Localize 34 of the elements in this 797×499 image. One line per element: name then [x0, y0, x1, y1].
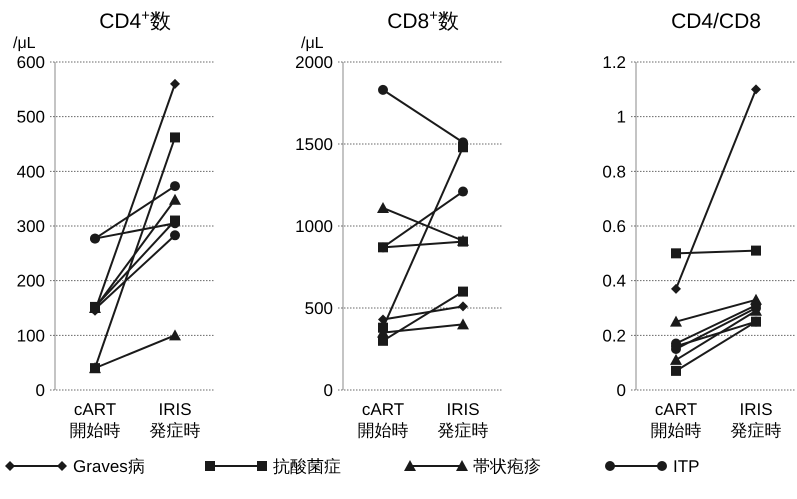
- y-tick-label: 500: [304, 299, 333, 318]
- legend-label: Graves病: [73, 457, 145, 476]
- x-tick-label: IRIS 発症時: [730, 400, 782, 440]
- y-tick-label: 600: [16, 53, 45, 72]
- x-tick-label: cART 開始時: [70, 400, 120, 440]
- x-tick-label: IRIS 発症時: [438, 400, 488, 440]
- y-tick-label: 0: [616, 381, 626, 400]
- y-tick-label: 200: [16, 272, 45, 291]
- y-tick-label: 1500: [295, 135, 333, 154]
- y-axis-title: /μL: [301, 35, 324, 52]
- chart-title: CD4$^{+}$数: [99, 8, 171, 33]
- y-tick-label: 500: [16, 108, 45, 127]
- legend-label: 抗酸菌症: [273, 457, 341, 476]
- y-tick-label: 0: [324, 381, 333, 400]
- y-tick-label: 100: [16, 326, 45, 346]
- chart-title: CD4/CD8: [671, 10, 761, 33]
- y-tick-label: 1000: [295, 217, 333, 236]
- y-tick-label: 0.2: [602, 326, 626, 346]
- y-tick-label: 400: [16, 162, 45, 182]
- chart-title: CD8$^{+}$数: [387, 8, 459, 33]
- x-tick-label: IRIS 発症時: [150, 400, 200, 440]
- y-tick-label: 1: [616, 108, 626, 127]
- y-tick-label: 0.4: [602, 272, 626, 291]
- y-tick-label: 300: [16, 217, 45, 236]
- y-axis-title: /μL: [13, 35, 36, 52]
- x-tick-label: cART 開始時: [358, 400, 408, 440]
- x-tick-label: cART 開始時: [650, 400, 702, 440]
- y-tick-label: 1.2: [602, 53, 626, 72]
- y-tick-label: 2000: [295, 53, 333, 72]
- legend-label: 帯状疱疹: [473, 457, 541, 476]
- y-tick-label: 0: [36, 381, 45, 400]
- y-tick-label: 0.8: [602, 162, 626, 182]
- y-tick-label: 0.6: [602, 217, 626, 236]
- legend-label: ITP: [673, 457, 700, 476]
